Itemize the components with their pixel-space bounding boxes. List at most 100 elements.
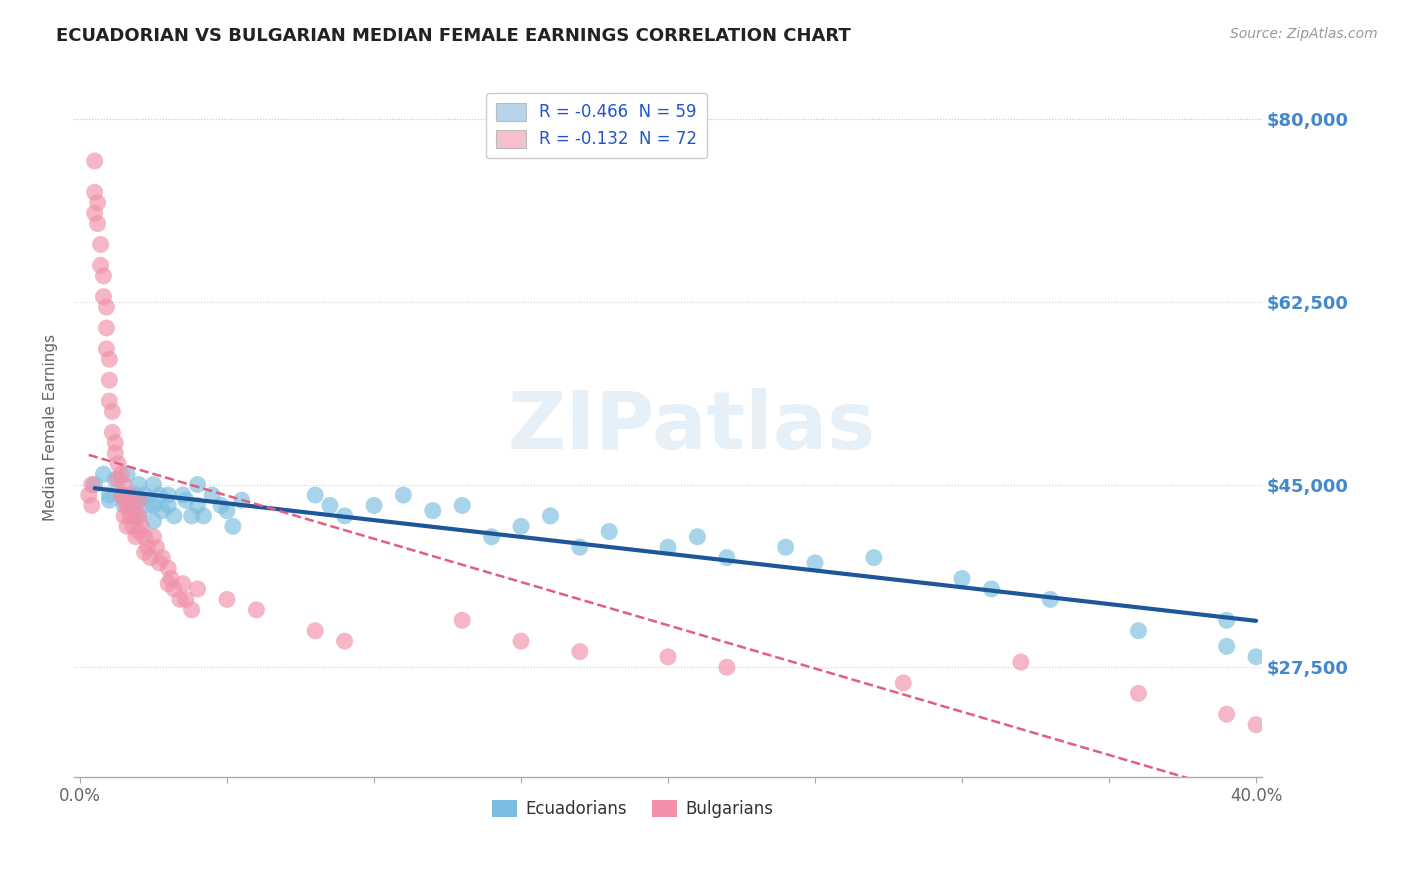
Point: [101, 425, 124, 440]
Point: [169, 592, 191, 607]
Point: [510, 519, 533, 533]
Point: [172, 488, 194, 502]
Text: Source: ZipAtlas.com: Source: ZipAtlas.com: [1230, 27, 1378, 41]
Point: [891, 676, 914, 690]
Point: [950, 572, 973, 586]
Point: [201, 488, 224, 502]
Point: [90, 258, 112, 272]
Point: [209, 499, 232, 513]
Point: [157, 488, 180, 502]
Point: [1244, 649, 1267, 664]
Point: [93, 467, 115, 482]
Point: [363, 499, 385, 513]
Point: [215, 503, 238, 517]
Point: [657, 649, 679, 664]
Point: [128, 508, 150, 523]
Point: [128, 493, 150, 508]
Point: [142, 499, 165, 513]
Point: [598, 524, 620, 539]
Point: [104, 446, 127, 460]
Point: [174, 592, 197, 607]
Point: [148, 488, 170, 502]
Point: [863, 550, 886, 565]
Point: [86, 195, 108, 210]
Point: [716, 660, 738, 674]
Point: [139, 550, 162, 565]
Point: [172, 576, 194, 591]
Point: [1039, 592, 1062, 607]
Point: [104, 435, 127, 450]
Point: [145, 540, 167, 554]
Point: [128, 477, 150, 491]
Point: [142, 530, 165, 544]
Point: [125, 488, 148, 502]
Point: [392, 488, 415, 502]
Point: [122, 508, 145, 523]
Point: [83, 186, 105, 200]
Point: [86, 217, 108, 231]
Point: [122, 499, 145, 513]
Point: [83, 206, 105, 220]
Point: [422, 503, 444, 517]
Point: [187, 477, 209, 491]
Point: [187, 499, 209, 513]
Point: [112, 499, 135, 513]
Point: [333, 508, 356, 523]
Point: [1244, 717, 1267, 731]
Point: [160, 572, 183, 586]
Point: [125, 508, 148, 523]
Point: [115, 519, 138, 533]
Point: [193, 508, 215, 523]
Point: [128, 508, 150, 523]
Point: [304, 624, 326, 638]
Point: [93, 268, 115, 283]
Point: [104, 472, 127, 486]
Point: [115, 499, 138, 513]
Point: [319, 499, 342, 513]
Point: [134, 530, 156, 544]
Point: [136, 499, 159, 513]
Point: [1215, 640, 1237, 654]
Point: [1010, 655, 1032, 669]
Legend: Ecuadorians, Bulgarians: Ecuadorians, Bulgarians: [485, 793, 780, 824]
Point: [125, 530, 148, 544]
Point: [110, 488, 132, 502]
Point: [231, 493, 253, 508]
Point: [107, 457, 129, 471]
Point: [804, 556, 827, 570]
Point: [112, 508, 135, 523]
Point: [157, 561, 180, 575]
Point: [980, 582, 1002, 596]
Point: [98, 352, 121, 367]
Point: [163, 508, 186, 523]
Point: [134, 545, 156, 559]
Point: [128, 524, 150, 539]
Point: [187, 582, 209, 596]
Point: [98, 488, 121, 502]
Point: [134, 488, 156, 502]
Point: [90, 237, 112, 252]
Point: [112, 477, 135, 491]
Point: [451, 613, 474, 627]
Point: [148, 556, 170, 570]
Text: ECUADORIAN VS BULGARIAN MEDIAN FEMALE EARNINGS CORRELATION CHART: ECUADORIAN VS BULGARIAN MEDIAN FEMALE EA…: [56, 27, 851, 45]
Point: [142, 477, 165, 491]
Point: [83, 153, 105, 168]
Point: [93, 290, 115, 304]
Point: [101, 404, 124, 418]
Point: [304, 488, 326, 502]
Point: [568, 644, 591, 658]
Point: [136, 540, 159, 554]
Point: [80, 477, 103, 491]
Point: [568, 540, 591, 554]
Point: [128, 493, 150, 508]
Point: [538, 508, 561, 523]
Point: [96, 321, 118, 335]
Point: [83, 477, 105, 491]
Point: [657, 540, 679, 554]
Point: [157, 499, 180, 513]
Point: [96, 342, 118, 356]
Point: [215, 592, 238, 607]
Point: [142, 514, 165, 528]
Point: [245, 603, 267, 617]
